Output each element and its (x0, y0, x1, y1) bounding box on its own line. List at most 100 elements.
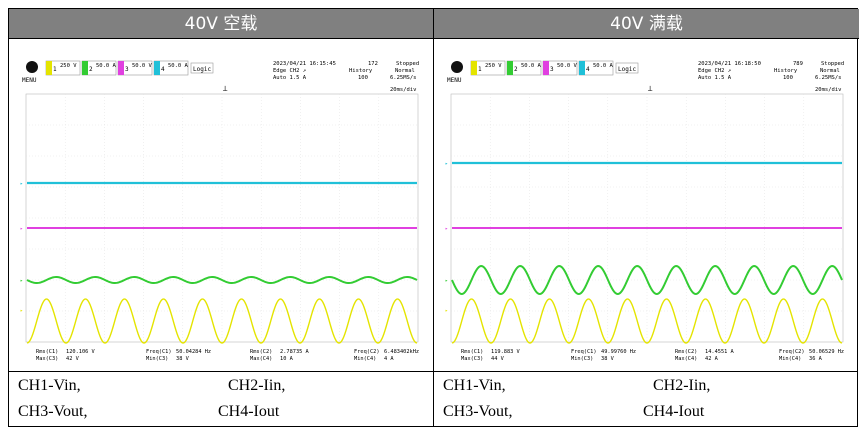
caption-ch4: CH4-Iout (218, 403, 280, 420)
panel-title-left: 40V 空载 (9, 9, 433, 39)
ch4-scale: 50.0 A (593, 63, 614, 69)
ch3-color-swatch (118, 61, 124, 75)
ch1-scale: 250 V (485, 63, 502, 69)
ch1-offset-marker: ▸ (20, 308, 23, 314)
acquisition-mode: Normal (820, 68, 840, 74)
run-state: Stopped (821, 61, 844, 67)
caption-ch1: CH1-Vin, (18, 377, 81, 394)
measurement-value: 44 V (491, 356, 505, 362)
timestamp: 2023/04/21 16:15:45 (273, 61, 336, 67)
logic-button[interactable]: Logic (615, 62, 639, 74)
measurement-label: Rms(C1) (36, 349, 58, 355)
ch4-number: 4 (161, 66, 165, 73)
sample-rate: 6.25MS/s (815, 75, 842, 81)
ch3-number: 3 (550, 66, 554, 73)
caption-ch4: CH4-Iout (643, 403, 705, 420)
row-divider (9, 371, 857, 372)
ch2-color-swatch (507, 61, 513, 75)
measurement-label: Min(C4) (354, 356, 376, 362)
ch1-trace (451, 298, 843, 344)
ch4-color-swatch (579, 61, 585, 75)
timestamp: 2023/04/21 16:18:50 (698, 61, 761, 67)
ch1-trace (26, 298, 418, 344)
trigger-mode: Auto 1.5 A (273, 75, 307, 81)
acquisition-count: 172 (368, 61, 378, 67)
measurement-value: 14.4551 A (705, 349, 735, 355)
ch2-scale: 50.0 A (521, 63, 542, 69)
trigger-position-marker: ꓕ (647, 85, 653, 93)
ch3-scale: 50.0 V (132, 63, 153, 69)
trigger-type: Edge CH2 ↗ (273, 68, 306, 74)
ch2-scale-box[interactable]: 2 50.0 A (81, 60, 117, 76)
menu-label: MENU (22, 77, 37, 84)
measurement-value: 119.883 V (491, 349, 521, 355)
acquisition-count: 789 (793, 61, 803, 67)
measurement-label: Rms(C1) (461, 349, 483, 355)
caption-ch3: CH3-Vout, (443, 403, 513, 420)
measurement-value: 2.78735 A (280, 349, 310, 355)
logic-button[interactable]: Logic (190, 62, 214, 74)
ch2-number: 2 (514, 66, 518, 73)
measurement-label: Min(C3) (146, 356, 168, 362)
menu-icon (26, 61, 38, 73)
menu-button[interactable]: MENU (22, 61, 38, 84)
measurement-value: 4 A (384, 356, 394, 362)
ch4-scale-box[interactable]: 4 50.0 A (578, 60, 614, 76)
ch1-color-swatch (471, 61, 477, 75)
measurement-label: Freq(C2) (779, 349, 805, 355)
logic-label: Logic (193, 66, 211, 73)
measurement-value: 120.106 V (66, 349, 96, 355)
run-state: Stopped (396, 61, 419, 67)
ch4-scale: 50.0 A (168, 63, 189, 69)
ch1-scale-box[interactable]: 1 250 V (45, 60, 81, 76)
measurement-value: 42 V (66, 356, 80, 362)
graticule (25, 93, 419, 343)
logic-label: Logic (618, 66, 636, 73)
timebase: 20ms/div (815, 87, 842, 93)
ch1-color-swatch (46, 61, 52, 75)
ch2-trace (26, 275, 418, 285)
oscilloscope-screenshot-no-load: MENU 1 250 V 2 50.0 A 3 50.0 V 4 50.0 A Logic 2023… (18, 52, 424, 368)
history-label: History (349, 68, 373, 74)
measurement-label: Rms(C2) (250, 349, 272, 355)
ch3-scale-box[interactable]: 3 50.0 V (542, 60, 578, 76)
measurement-label: Min(C4) (779, 356, 801, 362)
measurement-value: 50.04284 Hz (176, 349, 211, 355)
ch2-number: 2 (89, 66, 93, 73)
menu-label: MENU (447, 77, 462, 84)
measurement-label: Max(C4) (675, 356, 697, 362)
ch1-offset-marker: ▸ (445, 308, 448, 314)
caption-ch2: CH2-Iin, (653, 377, 711, 394)
ch2-offset-marker: ▸ (445, 278, 448, 284)
trigger-type: Edge CH2 ↗ (698, 68, 731, 74)
ch2-offset-marker: ▸ (20, 278, 23, 284)
menu-button[interactable]: MENU (447, 61, 463, 84)
ch2-trace (451, 264, 843, 296)
measurement-label: Freq(C1) (146, 349, 172, 355)
ch1-number: 1 (478, 66, 482, 73)
caption-ch1: CH1-Vin, (443, 377, 506, 394)
measurement-label: Max(C3) (461, 356, 483, 362)
ch3-offset-marker: ▸ (20, 226, 23, 232)
ch3-color-swatch (543, 61, 549, 75)
ch3-scale: 50.0 V (557, 63, 578, 69)
ch2-color-swatch (82, 61, 88, 75)
oscilloscope-screenshot-full-load: MENU 1 250 V 2 50.0 A 3 50.0 V 4 50.0 A Logic 2023… (443, 52, 849, 368)
ch2-scale: 50.0 A (96, 63, 117, 69)
measurement-label: Rms(C2) (675, 349, 697, 355)
ch3-scale-box[interactable]: 3 50.0 V (117, 60, 153, 76)
measurement-label: Freq(C2) (354, 349, 380, 355)
history-label: History (774, 68, 798, 74)
graticule (450, 93, 844, 343)
measurement-value: 10 A (280, 356, 294, 362)
measurement-value: 42 A (705, 356, 719, 362)
caption-ch2: CH2-Iin, (228, 377, 286, 394)
history-value: 100 (358, 75, 368, 81)
ch3-offset-marker: ▸ (445, 226, 448, 232)
sample-rate: 6.25MS/s (390, 75, 417, 81)
measurement-value: 38 V (176, 356, 190, 362)
ch1-scale-box[interactable]: 1 250 V (470, 60, 506, 76)
ch2-scale-box[interactable]: 2 50.0 A (506, 60, 542, 76)
menu-icon (451, 61, 463, 73)
ch4-scale-box[interactable]: 4 50.0 A (153, 60, 189, 76)
